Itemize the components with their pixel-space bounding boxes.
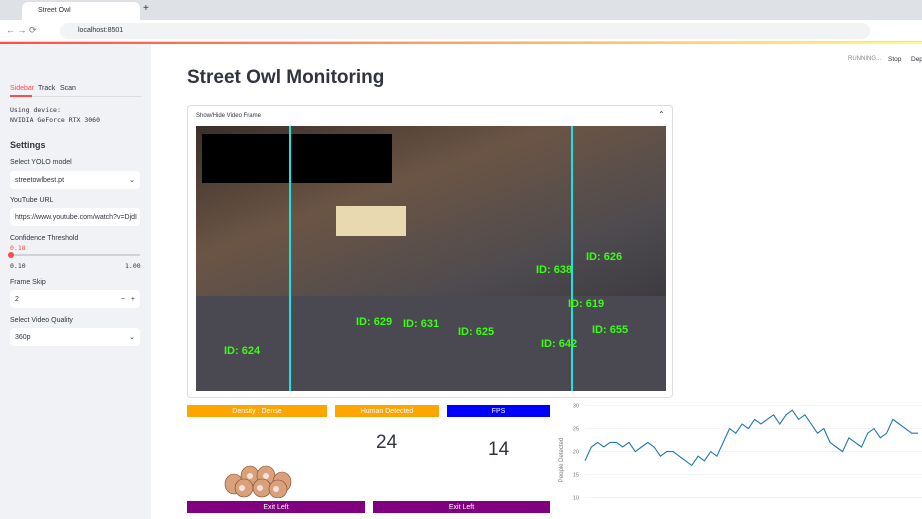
confidence-label: Confidence Threshold	[10, 235, 79, 242]
sidebar: Sidebar Track Scan Using device: NVIDIA …	[0, 44, 151, 519]
y-tick-label: 15	[573, 473, 579, 479]
tab-strip	[0, 0, 922, 20]
frame-skip-value: 2	[15, 295, 19, 303]
frame-skip-input[interactable]: 2− +	[10, 290, 140, 308]
tab-active	[10, 95, 32, 97]
metric-label: Human Detected	[360, 407, 414, 415]
stop-button[interactable]: Stop	[888, 56, 902, 63]
count-line	[289, 126, 291, 391]
model-select[interactable]: streetowlbest.pt ⌄	[10, 171, 140, 189]
street	[196, 296, 666, 391]
expander-chevron[interactable]: ⌃	[658, 110, 665, 119]
status: RUNNING...	[848, 56, 881, 62]
slider-track	[10, 254, 140, 256]
page-title: Street Owl Monitoring	[187, 67, 385, 88]
button-label: Exit Left	[448, 503, 475, 511]
metric-value: 14	[488, 439, 510, 460]
exit-button[interactable]: Exit Left	[373, 501, 550, 513]
exit-button[interactable]: Exit Left	[187, 501, 365, 513]
device-name: NVIDIA GeForce RTX 3060	[10, 116, 101, 124]
tab-title: Street Owl	[38, 7, 71, 14]
youtube-value: https://www.youtube.com/watch?v=DjdI	[15, 213, 137, 221]
count-line	[571, 126, 573, 391]
detection-label: ID: 629	[356, 316, 393, 328]
metric-bar: FPS	[447, 405, 550, 417]
y-tick-label: 30	[573, 404, 579, 410]
owl-logo	[224, 465, 292, 498]
shop-sign	[336, 206, 406, 236]
device-text: Using device:	[10, 106, 61, 114]
quality-value: 360p	[15, 333, 31, 341]
y-tick-label: 10	[573, 496, 579, 502]
y-tick-label: 20	[573, 450, 579, 456]
model-value: streetowlbest.pt	[15, 176, 65, 184]
redaction	[202, 134, 392, 183]
tab-underline	[10, 96, 141, 97]
metric-value: 24	[376, 432, 398, 453]
detection-label: ID: 631	[403, 318, 440, 330]
frame-skip-label: Frame Skip	[10, 279, 46, 286]
url: localhost:8501	[78, 27, 124, 34]
expander-title[interactable]: Show/Hide Video Frame	[196, 113, 261, 119]
button-label: Exit Left	[263, 503, 289, 511]
detection-label: ID: 625	[458, 326, 495, 338]
tab-add[interactable]: +	[143, 3, 149, 14]
y-axis-label: People Detected	[559, 438, 565, 482]
expander: Show/Hide Video Frame ⌃ ID: 624 ID: 629 …	[187, 105, 673, 398]
detection-label: ID: 619	[568, 298, 605, 310]
detection-label: ID: 642	[541, 338, 578, 350]
youtube-label: YouTube URL	[10, 197, 54, 204]
quality-select[interactable]: 360p ⌄	[10, 328, 140, 346]
confidence-max: 1.00	[125, 262, 141, 270]
header-decoration	[0, 42, 922, 44]
youtube-input[interactable]: https://www.youtube.com/watch?v=DjdI	[10, 208, 140, 226]
model-label: Select YOLO model	[10, 159, 72, 166]
nav-icons[interactable]: ← → ⟳	[6, 25, 37, 35]
url-field[interactable]: localhost:8501	[60, 23, 870, 39]
sidebar-tab[interactable]: Sidebar	[10, 85, 35, 92]
detection-label: ID: 655	[592, 324, 629, 336]
sidebar-tab[interactable]: Scan	[60, 85, 76, 92]
y-tick-label: 25	[573, 427, 579, 433]
detection-label: ID: 638	[536, 264, 573, 276]
confidence-min: 0.10	[10, 262, 26, 270]
confidence-value: 0.18	[10, 244, 26, 252]
metric-label: Density : Dense	[232, 407, 282, 415]
quality-label: Select Video Quality	[10, 317, 73, 324]
metric-label: FPS	[491, 407, 506, 415]
slider-thumb[interactable]	[8, 252, 14, 258]
detection-label: ID: 624	[224, 345, 261, 357]
sidebar-tab[interactable]: Track	[38, 85, 56, 92]
data-line	[584, 409, 918, 467]
video-frame: ID: 624 ID: 629 ID: 631 ID: 625 ID: 642 …	[196, 126, 666, 391]
browser-tab[interactable]: Street Owl	[22, 2, 140, 20]
metric-bar: Human Detected	[335, 405, 439, 417]
deploy-button[interactable]: Dep	[911, 56, 922, 63]
metric-bar: Density : Dense	[187, 405, 327, 417]
detection-label: ID: 626	[586, 251, 623, 263]
settings-heading: Settings	[10, 140, 46, 150]
